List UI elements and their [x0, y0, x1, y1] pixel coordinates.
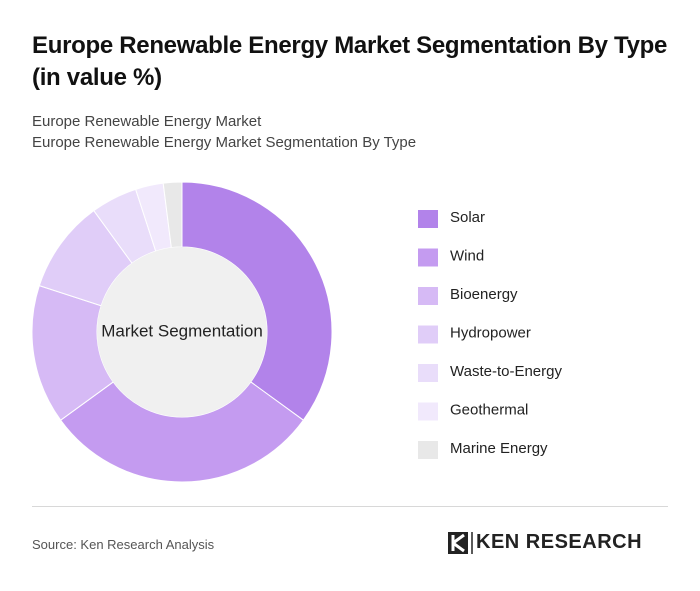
legend-label: Solar: [450, 209, 485, 226]
logo-k: [451, 533, 465, 553]
legend-swatch: [418, 287, 438, 305]
subtitle: Europe Renewable Energy Market Segmentat…: [32, 134, 417, 151]
chart: Market Segmentation Solar Wind Bioenergy Hyd…: [31, 181, 562, 483]
subtitle: Europe Renewable Energy Market: [32, 113, 262, 130]
center-disc: [97, 247, 267, 417]
center-label: Market Segmentation: [101, 321, 263, 340]
legend-swatch: [418, 364, 438, 382]
legend-label: Wind: [450, 247, 484, 264]
legend-label: Marine Energy: [450, 440, 548, 457]
legend-swatch: [418, 441, 438, 459]
legend-label: Geothermal: [450, 401, 528, 418]
legend-label: Bioenergy: [450, 286, 518, 303]
legend-swatch: [418, 402, 438, 421]
legend-swatch: [418, 325, 438, 344]
divider: [32, 506, 668, 507]
chart-title: Europe Renewable Energy Market Segmentat…: [32, 32, 668, 91]
logo-box: [448, 532, 468, 554]
legend-label: Waste-to-Energy: [450, 363, 562, 380]
legend-swatch: [418, 210, 438, 228]
legend-label: Hydropower: [450, 324, 531, 341]
legend-swatch: [418, 248, 438, 267]
brand: KEN RESEARCH: [476, 531, 643, 553]
source: Source: Ken Research Analysis: [32, 537, 215, 552]
